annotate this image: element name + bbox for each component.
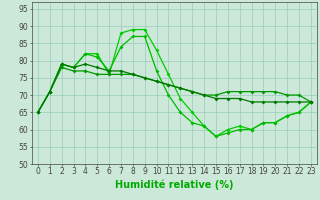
X-axis label: Humidité relative (%): Humidité relative (%) [115, 179, 234, 190]
